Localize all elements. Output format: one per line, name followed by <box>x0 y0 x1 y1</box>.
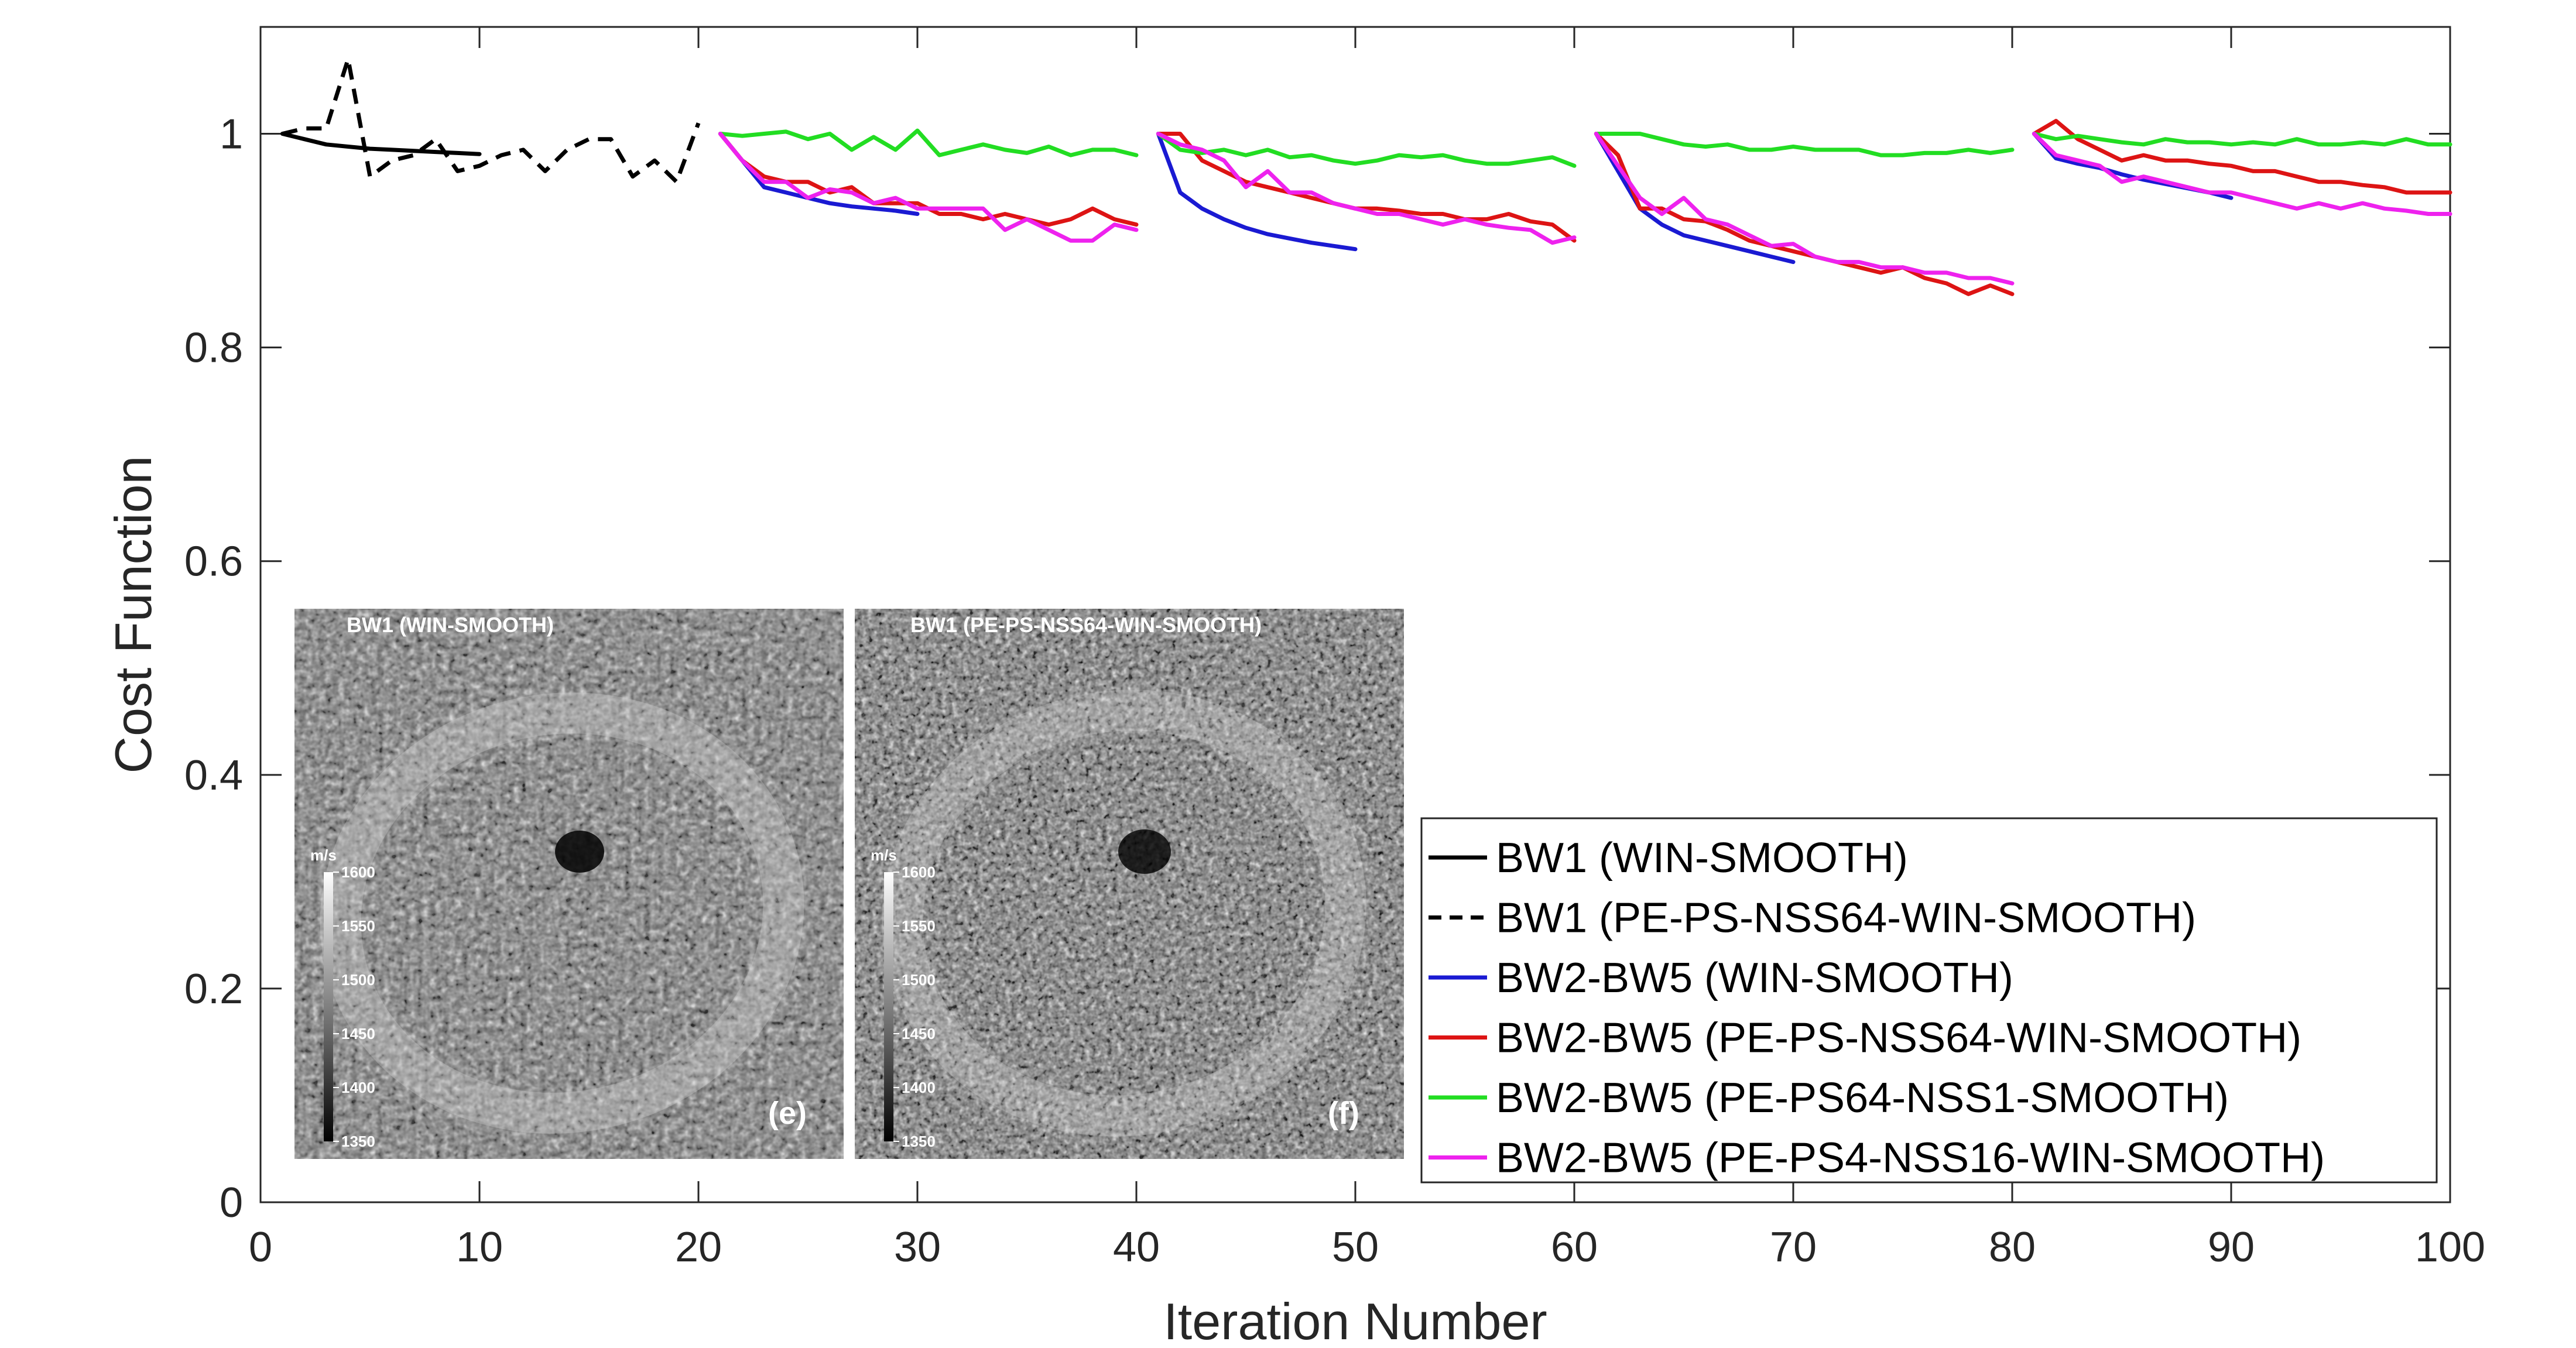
x-tick-label: 30 <box>894 1224 941 1271</box>
colorbar-tick-label: 1350 <box>341 1133 375 1150</box>
inset-e-panel-label: (e) <box>768 1096 807 1131</box>
x-tick-label: 60 <box>1551 1224 1598 1271</box>
inset-e-colorbar-ticks: 1600 1550 1500 1450 1400 1350 <box>333 863 375 1150</box>
colorbar-tick-label: 1550 <box>341 917 375 935</box>
inset-f-colorbar-ticks: 1600 1550 1500 1450 1400 1350 <box>893 863 936 1150</box>
inset-f-panel-label: (f) <box>1328 1096 1359 1131</box>
x-tick-labels: 0 10 20 30 40 50 60 70 80 90 100 <box>249 1224 2485 1271</box>
series-5-line-segment-3 <box>1594 132 2015 157</box>
colorbar-tick-label: 1450 <box>341 1025 375 1042</box>
inset-image-e: BW1 (WIN-SMOOTH) m/s 1600 1550 1500 1450 140… <box>294 609 844 1159</box>
y-axis-label: Cost Function <box>104 456 162 774</box>
inset-e-dark-spot <box>555 831 604 873</box>
legend-label: BW1 (PE-PS-NSS64-WIN-SMOOTH) <box>1496 895 2196 942</box>
inset-f-ring <box>882 690 1366 1137</box>
inset-e-colorbar-unit: m/s <box>310 846 337 864</box>
legend-label: BW2-BW5 (WIN-SMOOTH) <box>1496 955 2013 1001</box>
colorbar-tick-label: 1400 <box>341 1079 375 1096</box>
colorbar-tick-label: 1350 <box>902 1133 936 1150</box>
x-tick-label: 10 <box>456 1224 503 1271</box>
series-2-line-segment-1 <box>282 57 701 184</box>
series-5-line-segment-1 <box>718 128 1139 157</box>
y-tick-label: 0.6 <box>184 538 243 585</box>
series-1-line-segment-1 <box>280 132 482 156</box>
y-tick-labels: 0 0.2 0.4 0.6 0.8 1 <box>184 111 243 1226</box>
legend-box <box>1420 817 2438 1184</box>
series-5-line-segment-4 <box>2032 132 2452 147</box>
x-tick-label: 90 <box>2208 1224 2255 1271</box>
colorbar-tick-label: 1600 <box>341 863 375 881</box>
inset-e-colorbar <box>324 872 333 1141</box>
x-tick-label: 50 <box>1332 1224 1379 1271</box>
series-6-line-segment-3 <box>1594 132 2015 286</box>
series-6-line-segment-2 <box>1156 132 1577 245</box>
inset-f-colorbar <box>884 872 893 1141</box>
x-tick-label: 70 <box>1770 1224 1817 1271</box>
axis-ticks <box>259 27 2451 1203</box>
colorbar-tick-label: 1450 <box>902 1025 936 1042</box>
inset-f-colorbar-unit: m/s <box>871 846 897 864</box>
y-tick-label: 0.2 <box>184 966 243 1013</box>
colorbar-tick-label: 1500 <box>902 971 936 989</box>
x-tick-label: 80 <box>1989 1224 2036 1271</box>
inset-f-dark-spot <box>1118 829 1171 874</box>
colorbar-tick-label: 1550 <box>902 917 936 935</box>
inset-f-title: BW1 (PE-PS-NSS64-WIN-SMOOTH) <box>910 613 1262 637</box>
series-3-line-segment-3 <box>1594 132 1796 265</box>
inset-e-ring <box>320 692 804 1134</box>
series-4-line-segment-1 <box>718 132 1139 227</box>
inset-f-texture <box>855 609 1404 1159</box>
inset-e-title: BW1 (WIN-SMOOTH) <box>347 613 554 637</box>
x-tick-label: 40 <box>1113 1224 1160 1271</box>
legend-label: BW1 (WIN-SMOOTH) <box>1496 835 1908 881</box>
series-layer <box>280 57 2452 296</box>
inset-image-f: BW1 (PE-PS-NSS64-WIN-SMOOTH) m/s 1600 155… <box>855 609 1404 1159</box>
y-tick-label: 0.8 <box>184 325 243 372</box>
legend-label: BW2-BW5 (PE-PS4-NSS16-WIN-SMOOTH) <box>1496 1135 2325 1182</box>
series-6-line-segment-4 <box>2032 132 2452 216</box>
series-3-line-segment-2 <box>1156 132 1358 252</box>
colorbar-tick-label: 1400 <box>902 1079 936 1096</box>
colorbar-tick-label: 1600 <box>902 863 936 881</box>
x-axis-label: Iteration Number <box>1163 1292 1547 1348</box>
legend-items: BW1 (WIN-SMOOTH) BW1 (PE-PS-NSS64-WIN-SMO… <box>1429 835 2325 1182</box>
legend: BW1 (WIN-SMOOTH) BW1 (PE-PS-NSS64-WIN-SMO… <box>1420 817 2438 1184</box>
x-tick-label: 100 <box>2415 1224 2485 1271</box>
y-tick-label: 1 <box>220 111 243 158</box>
legend-label: BW2-BW5 (PE-PS-NSS64-WIN-SMOOTH) <box>1496 1015 2301 1062</box>
x-tick-label: 20 <box>675 1224 722 1271</box>
series-6-line-segment-1 <box>718 132 1139 243</box>
y-tick-label: 0 <box>220 1179 243 1226</box>
legend-label: BW2-BW5 (PE-PS64-NSS1-SMOOTH) <box>1496 1075 2229 1121</box>
colorbar-tick-label: 1500 <box>341 971 375 989</box>
series-5-line-segment-2 <box>1156 132 1577 168</box>
inset-e-texture <box>294 609 844 1159</box>
series-4-line-segment-2 <box>1156 132 1577 243</box>
y-tick-label: 0.4 <box>184 752 243 799</box>
series-4-line-segment-4 <box>2032 119 2452 195</box>
x-tick-label: 0 <box>249 1224 272 1271</box>
